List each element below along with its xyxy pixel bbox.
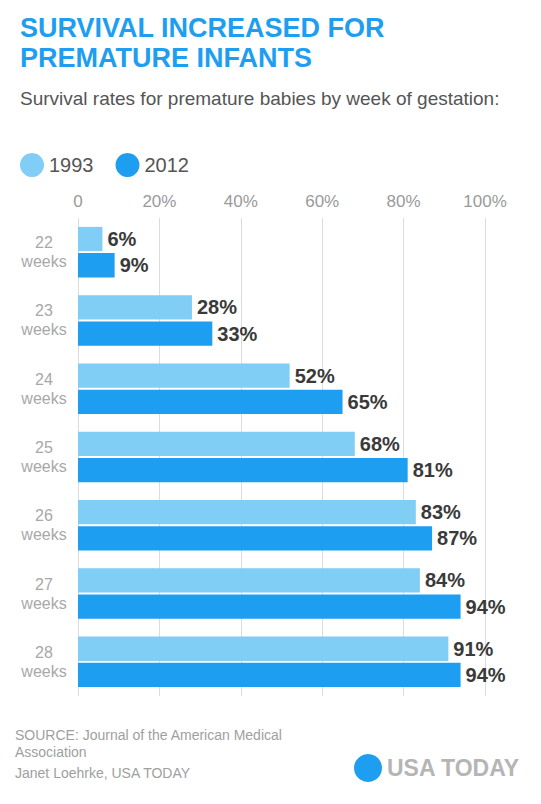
svg-text:SURVIVAL INCREASED FOR: SURVIVAL INCREASED FOR [20,13,392,43]
svg-text:PREMATURE INFANTS: PREMATURE INFANTS [20,43,312,73]
svg-text:81%: 81% [413,459,453,481]
svg-text:40%: 40% [224,192,258,211]
svg-text:91%: 91% [453,638,493,660]
svg-text:USA TODAY: USA TODAY [387,755,519,781]
svg-text:0: 0 [73,192,82,211]
svg-text:weeks: weeks [20,390,66,407]
svg-text:Survival rates for premature b: Survival rates for premature babies by w… [20,88,499,109]
svg-text:weeks: weeks [20,321,66,338]
svg-text:100%: 100% [463,192,506,211]
svg-text:94%: 94% [466,664,506,686]
svg-text:68%: 68% [360,433,400,455]
svg-text:26: 26 [35,507,53,524]
svg-text:9%: 9% [120,254,149,276]
svg-text:weeks: weeks [20,458,66,475]
svg-text:Association: Association [15,744,87,760]
svg-text:2012: 2012 [144,154,189,176]
svg-text:22: 22 [35,234,53,251]
svg-text:24: 24 [35,371,53,388]
svg-text:weeks: weeks [20,595,66,612]
svg-text:65%: 65% [348,391,388,413]
svg-text:28%: 28% [197,296,237,318]
svg-text:weeks: weeks [20,663,66,680]
svg-text:Janet Loehrke, USA TODAY: Janet Loehrke, USA TODAY [15,765,191,781]
svg-text:SOURCE: Journal of the America: SOURCE: Journal of the American Medical [15,727,286,743]
svg-text:23: 23 [35,302,53,319]
svg-text:84%: 84% [425,569,465,591]
svg-text:33%: 33% [217,323,257,345]
svg-text:20%: 20% [142,192,176,211]
svg-text:80%: 80% [387,192,421,211]
svg-text:27: 27 [35,576,53,593]
svg-text:60%: 60% [305,192,339,211]
svg-text:6%: 6% [107,228,136,250]
svg-text:83%: 83% [421,501,461,523]
svg-text:28: 28 [35,644,53,661]
svg-text:87%: 87% [437,527,477,549]
svg-text:1993: 1993 [49,154,94,176]
svg-text:94%: 94% [466,596,506,618]
svg-text:weeks: weeks [20,253,66,270]
svg-text:25: 25 [35,439,53,456]
svg-text:52%: 52% [295,365,335,387]
svg-text:weeks: weeks [20,526,66,543]
